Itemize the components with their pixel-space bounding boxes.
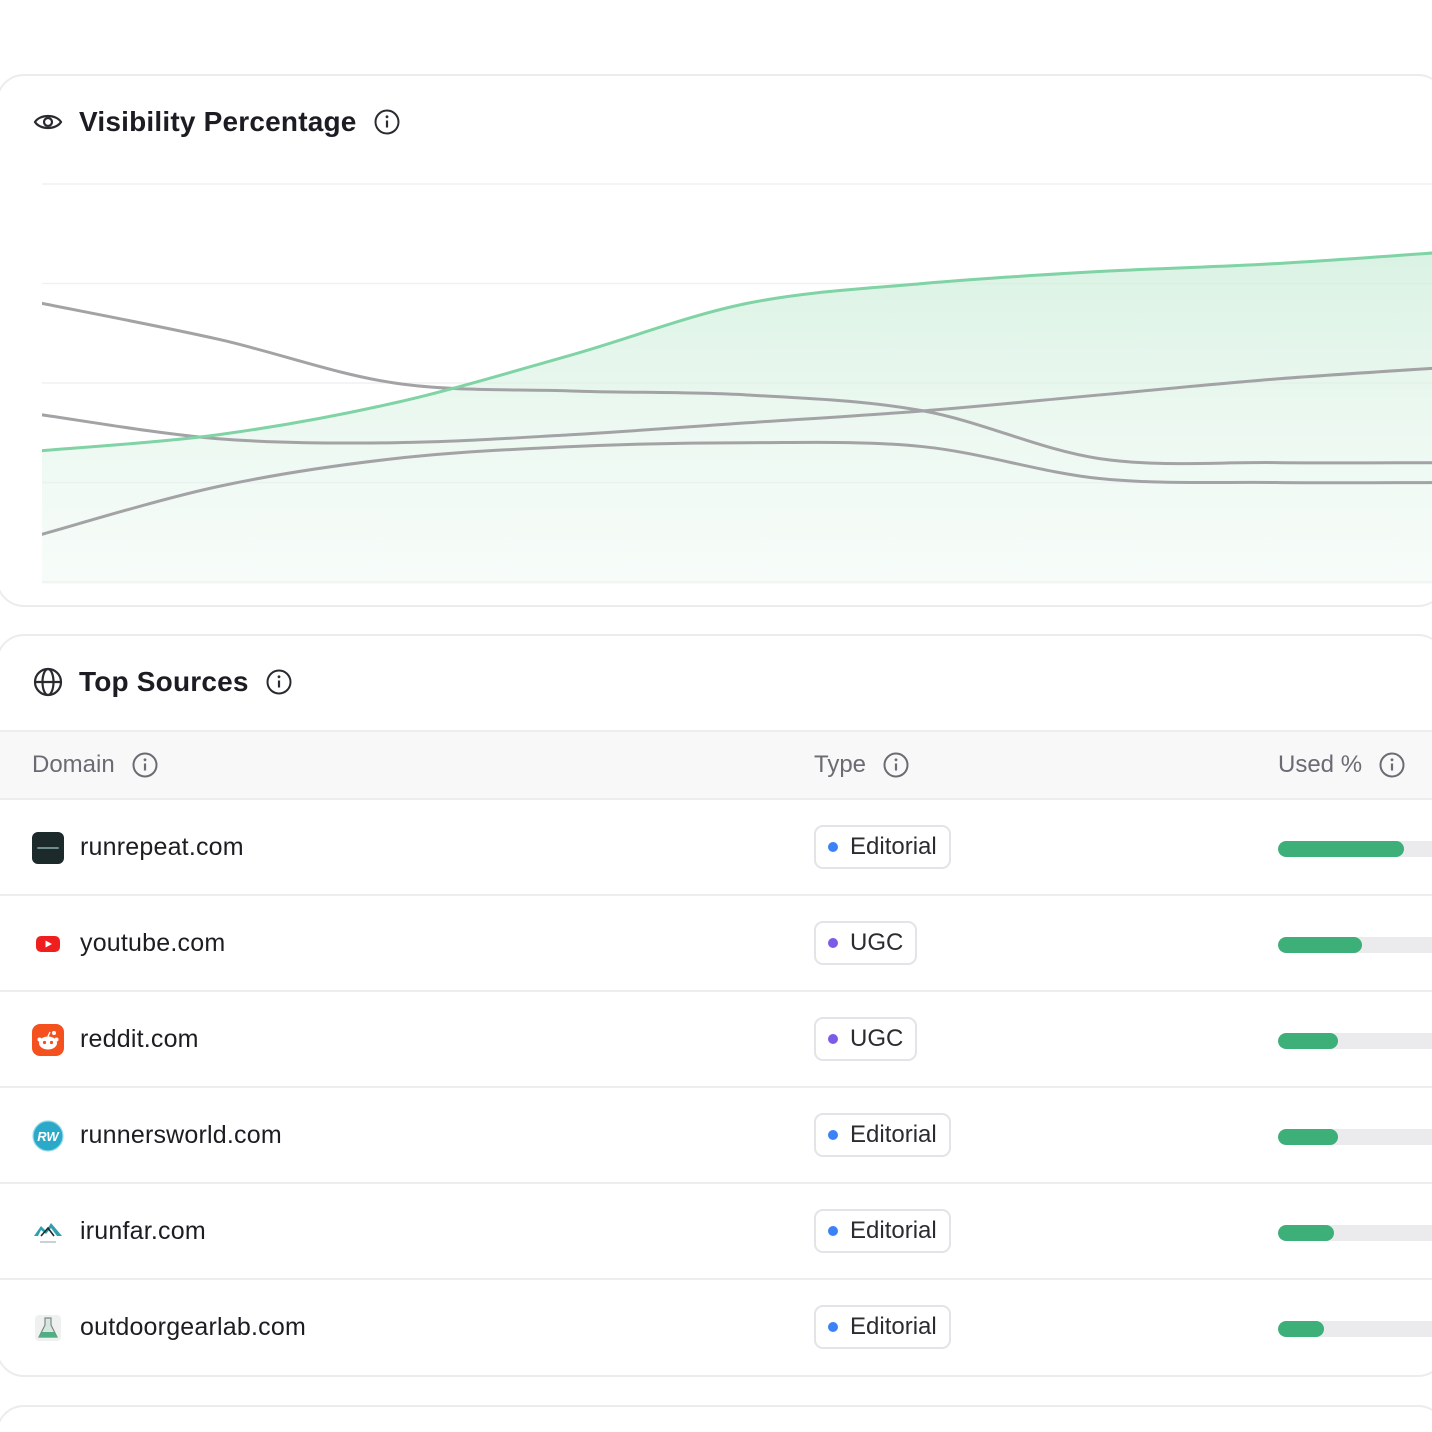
type-badge: Editorial <box>814 1113 951 1157</box>
runrepeat-logo-icon <box>32 832 64 864</box>
highlight-series-area <box>42 253 1432 584</box>
type-badge: Editorial <box>814 1209 951 1253</box>
table-row[interactable]: youtube.com UGC <box>0 896 1432 992</box>
type-label: UGC <box>850 929 904 956</box>
svg-text:RW: RW <box>37 1129 60 1144</box>
series-line-1[interactable] <box>42 301 1432 466</box>
used-percent-bar <box>1278 937 1432 953</box>
type-dot <box>828 1130 838 1140</box>
sources-title: Top Sources <box>79 666 249 697</box>
column-type-label: Type <box>814 751 867 778</box>
table-row[interactable]: runrepeat.com Editorial <box>0 800 1432 896</box>
table-row[interactable]: RW runnersworld.com Editorial <box>0 1088 1432 1184</box>
column-domain-label: Domain <box>32 751 115 778</box>
used-percent-fill <box>1278 1033 1338 1049</box>
table-row[interactable]: irunfar.com Editorial <box>0 1184 1432 1280</box>
domain-name[interactable]: outdoorgearlab.com <box>80 1312 306 1341</box>
highlight-series-line[interactable] <box>42 251 1432 453</box>
visibility-chart <box>42 183 1432 584</box>
used-percent-bar <box>1278 1129 1432 1145</box>
column-used-label: Used % <box>1278 751 1363 778</box>
type-dot <box>828 842 838 852</box>
domain-name[interactable]: runnersworld.com <box>80 1120 282 1149</box>
used-percent-fill <box>1278 937 1362 953</box>
column-domain[interactable]: Domain <box>32 732 159 798</box>
visibility-title: Visibility Percentage <box>79 106 357 137</box>
type-label: Editorial <box>850 1217 937 1244</box>
type-dot <box>828 1226 838 1236</box>
table-row[interactable]: outdoorgearlab.com Editorial <box>0 1280 1432 1375</box>
used-percent-bar <box>1278 1225 1432 1241</box>
youtube-logo-icon <box>32 928 64 960</box>
info-icon[interactable] <box>1378 751 1406 779</box>
outdoorgearlab-logo-icon <box>32 1312 64 1344</box>
sources-header: Top Sources <box>32 666 293 698</box>
sources-table-body: runrepeat.com Editorial youtube.com UGC <box>0 800 1432 1375</box>
used-percent-bar <box>1278 841 1432 857</box>
globe-icon <box>32 666 64 698</box>
type-badge: Editorial <box>814 1305 951 1349</box>
visibility-header: Visibility Percentage <box>32 106 401 138</box>
series-line-2[interactable] <box>42 366 1432 445</box>
used-percent-fill <box>1278 841 1404 857</box>
domain-name[interactable]: irunfar.com <box>80 1216 206 1245</box>
type-badge: UGC <box>814 1017 918 1061</box>
info-icon[interactable] <box>131 751 159 779</box>
type-dot <box>828 1322 838 1332</box>
type-dot <box>828 938 838 948</box>
top-sources-card: Top Sources Domain Type Used % <box>0 634 1432 1377</box>
next-card <box>0 1405 1432 1432</box>
used-percent-bar <box>1278 1033 1432 1049</box>
used-percent-fill <box>1278 1321 1324 1337</box>
used-percent-fill <box>1278 1129 1338 1145</box>
runnersworld-logo-icon: RW <box>32 1120 64 1152</box>
column-type[interactable]: Type <box>814 732 910 798</box>
used-percent-fill <box>1278 1225 1334 1241</box>
type-label: Editorial <box>850 833 937 860</box>
used-percent-bar <box>1278 1321 1432 1337</box>
series-line-3[interactable] <box>42 440 1432 536</box>
type-badge: UGC <box>814 921 918 965</box>
domain-name[interactable]: runrepeat.com <box>80 832 244 861</box>
column-used[interactable]: Used % <box>1278 732 1406 798</box>
table-header: Domain Type Used % <box>0 730 1432 800</box>
type-dot <box>828 1034 838 1044</box>
info-icon[interactable] <box>265 668 293 696</box>
visibility-card: Visibility Percentage <box>0 74 1432 607</box>
irunfar-logo-icon <box>32 1216 64 1248</box>
type-badge: Editorial <box>814 825 951 869</box>
table-row[interactable]: reddit.com UGC <box>0 992 1432 1088</box>
type-label: Editorial <box>850 1313 937 1340</box>
domain-name[interactable]: youtube.com <box>80 928 226 957</box>
domain-name[interactable]: reddit.com <box>80 1024 199 1053</box>
type-label: UGC <box>850 1025 904 1052</box>
info-icon[interactable] <box>882 751 910 779</box>
eye-icon <box>32 106 64 138</box>
type-label: Editorial <box>850 1121 937 1148</box>
info-icon[interactable] <box>373 108 401 136</box>
reddit-logo-icon <box>32 1024 64 1056</box>
